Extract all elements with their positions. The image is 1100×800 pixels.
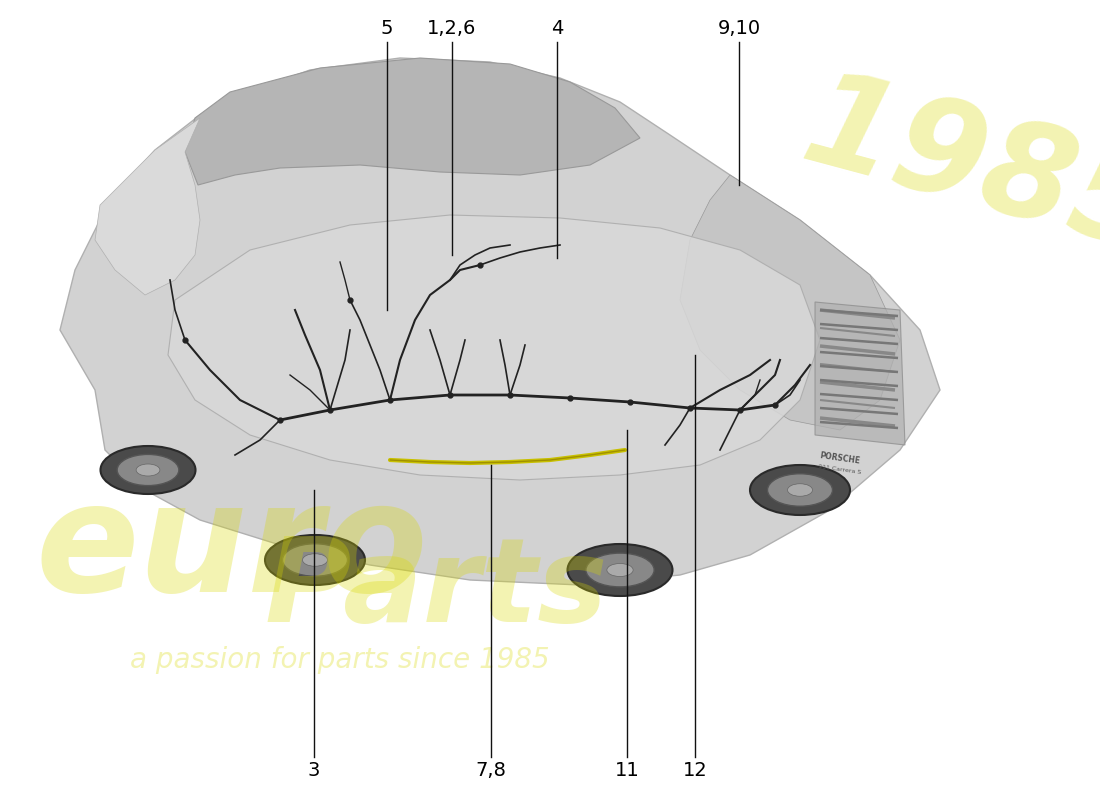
- Text: 9,10: 9,10: [717, 18, 760, 38]
- Text: 11: 11: [615, 761, 639, 779]
- Ellipse shape: [750, 465, 850, 515]
- Ellipse shape: [302, 554, 328, 566]
- Ellipse shape: [768, 474, 833, 506]
- Text: Parts: Parts: [265, 533, 608, 647]
- Text: 5: 5: [381, 18, 394, 38]
- Text: a passion for parts since 1985: a passion for parts since 1985: [130, 646, 550, 674]
- Polygon shape: [60, 58, 940, 585]
- Text: PORSCHE: PORSCHE: [820, 450, 861, 466]
- Text: 1985: 1985: [790, 61, 1100, 279]
- Text: euro: euro: [35, 475, 428, 625]
- Ellipse shape: [568, 544, 672, 596]
- Polygon shape: [815, 302, 905, 445]
- Ellipse shape: [607, 563, 634, 577]
- Polygon shape: [95, 118, 200, 295]
- Text: 7,8: 7,8: [475, 761, 506, 779]
- Text: 12: 12: [683, 761, 707, 779]
- Ellipse shape: [136, 464, 160, 476]
- Ellipse shape: [283, 544, 348, 576]
- Text: 911 Carrera S: 911 Carrera S: [818, 465, 861, 475]
- Ellipse shape: [586, 553, 654, 587]
- Polygon shape: [185, 58, 640, 185]
- Text: 1,2,6: 1,2,6: [427, 18, 476, 38]
- Ellipse shape: [265, 535, 365, 585]
- Text: 4: 4: [551, 18, 563, 38]
- Text: 3: 3: [308, 761, 320, 779]
- Polygon shape: [168, 215, 819, 480]
- Ellipse shape: [100, 446, 196, 494]
- Polygon shape: [680, 175, 900, 430]
- Ellipse shape: [117, 454, 179, 486]
- Ellipse shape: [788, 484, 813, 496]
